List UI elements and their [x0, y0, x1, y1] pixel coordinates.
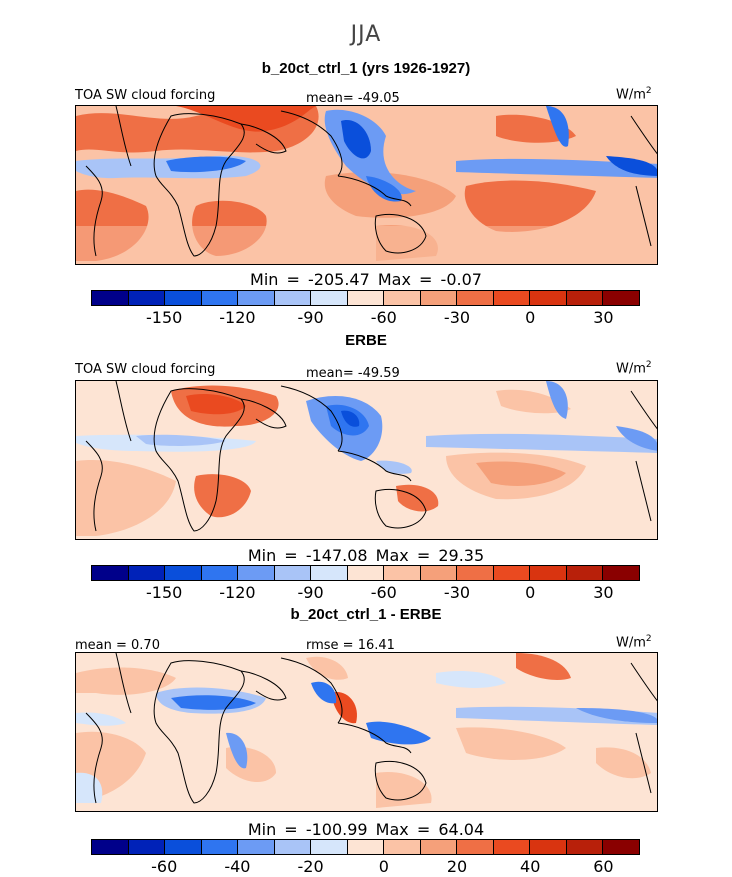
colorbar-swatch: [311, 566, 348, 580]
colorbar-tick-label: -90: [297, 308, 324, 327]
colorbar-swatch: [165, 840, 202, 854]
panel-3-colorbar: [91, 839, 640, 855]
colorbar-swatch: [311, 840, 348, 854]
panel-3-rmse: rmse = 16.41: [306, 638, 395, 653]
colorbar-swatch: [420, 291, 458, 305]
colorbar-swatch: [530, 291, 567, 305]
panel-2-mean: mean= -49.59: [306, 366, 400, 381]
colorbar-swatch: [165, 566, 202, 580]
colorbar-swatch: [238, 840, 275, 854]
panel-1-mean: mean= -49.05: [306, 91, 400, 106]
colorbar-tick-label: 30: [593, 583, 614, 602]
panel-2-variable: TOA SW cloud forcing: [75, 362, 216, 377]
colorbar-swatch: [347, 840, 385, 854]
colorbar-tick-label: -30: [443, 308, 471, 327]
colorbar-tick-label: 60: [593, 857, 614, 876]
colorbar-swatch: [201, 840, 239, 854]
colorbar-swatch: [530, 566, 567, 580]
colorbar-swatch: [274, 566, 312, 580]
colorbar-swatch: [347, 566, 385, 580]
colorbar-tick-label: -150: [146, 308, 183, 327]
colorbar-swatch: [493, 840, 531, 854]
colorbar-tick-label: -120: [219, 583, 256, 602]
colorbar-swatch: [92, 291, 129, 305]
colorbar-tick-label: 0: [378, 857, 389, 876]
colorbar-swatch: [493, 291, 531, 305]
colorbar-swatch: [603, 566, 639, 580]
panel-1-title: b_20ct_ctrl_1 (yrs 1926-1927): [261, 60, 471, 77]
colorbar-swatch: [420, 566, 458, 580]
colorbar-swatch: [201, 566, 239, 580]
colorbar-tick-label: 30: [593, 308, 614, 327]
colorbar-swatch: [274, 291, 312, 305]
colorbar-swatch: [311, 291, 348, 305]
panel-3-colorbar-ticks: -60 -40 -20 0 20 40 60: [91, 857, 640, 876]
panel-2-max-value: 29.35: [438, 546, 485, 565]
colorbar-tick-label: -150: [146, 583, 183, 602]
colorbar-swatch: [128, 291, 166, 305]
colorbar-tick-label: -60: [370, 308, 397, 327]
colorbar-swatch: [530, 840, 567, 854]
colorbar-tick-label: -90: [297, 583, 324, 602]
panel-3-max-value: 64.04: [438, 820, 485, 839]
colorbar-swatch: [274, 840, 312, 854]
colorbar-swatch: [603, 840, 639, 854]
colorbar-swatch: [347, 291, 385, 305]
panel-1-min-value: -205.47: [308, 270, 370, 289]
colorbar-tick-label: 0: [525, 308, 536, 327]
colorbar-swatch: [566, 566, 604, 580]
panel-1-unit: W/m2: [616, 86, 652, 103]
colorbar-tick-label: -20: [297, 857, 324, 876]
colorbar-tick-label: -120: [219, 308, 256, 327]
panel-1-variable: TOA SW cloud forcing: [75, 88, 216, 103]
panel-2-stats: Min = -147.08 Max = 29.35: [247, 546, 485, 565]
panel-3-mean: mean = 0.70: [75, 638, 160, 653]
colorbar-swatch: [238, 291, 275, 305]
panel-3-stats: Min = -100.99 Max = 64.04: [247, 820, 485, 839]
colorbar-swatch: [92, 566, 129, 580]
panel-2-min-value: -147.08: [305, 546, 368, 565]
panel-2-title: ERBE: [345, 332, 387, 349]
panel-3-title: b_20ct_ctrl_1 - ERBE: [290, 606, 442, 623]
colorbar-swatch: [457, 840, 494, 854]
colorbar-swatch: [493, 566, 531, 580]
panel-2-colorbar-ticks: -150 -120 -90 -60 -30 0 30: [91, 583, 640, 602]
panel-2-colorbar: [91, 565, 640, 581]
panel-1-max-value: -0.07: [440, 270, 482, 289]
colorbar-swatch: [92, 840, 129, 854]
colorbar-swatch: [165, 291, 202, 305]
colorbar-tick-label: -60: [370, 583, 397, 602]
colorbar-swatch: [603, 291, 639, 305]
colorbar-swatch: [420, 840, 458, 854]
colorbar-swatch: [566, 291, 604, 305]
panel-1-colorbar: [91, 290, 640, 306]
panel-3-unit: W/m2: [616, 634, 652, 651]
colorbar-tick-label: -40: [224, 857, 251, 876]
colorbar-tick-label: -30: [443, 583, 471, 602]
colorbar-swatch: [457, 566, 494, 580]
colorbar-swatch: [384, 291, 421, 305]
colorbar-swatch: [384, 840, 421, 854]
panel-2-map: [75, 380, 658, 540]
colorbar-swatch: [457, 291, 494, 305]
panel-2-unit: W/m2: [616, 360, 652, 377]
colorbar-tick-label: 0: [525, 583, 536, 602]
panel-1-stats: Min = -205.47 Max = -0.07: [250, 270, 482, 289]
colorbar-tick-label: 40: [520, 857, 541, 876]
colorbar-tick-label: 20: [446, 857, 468, 876]
panel-1-map: [75, 105, 658, 265]
panel-3-min-value: -100.99: [305, 820, 368, 839]
colorbar-swatch: [201, 291, 239, 305]
colorbar-swatch: [128, 566, 166, 580]
colorbar-swatch: [128, 840, 166, 854]
colorbar-swatch: [384, 566, 421, 580]
season-title: JJA: [350, 22, 382, 47]
colorbar-tick-label: -60: [151, 857, 178, 876]
colorbar-swatch: [238, 566, 275, 580]
colorbar-swatch: [566, 840, 604, 854]
panel-1-colorbar-ticks: -150 -120 -90 -60 -30 0 30: [91, 308, 640, 327]
panel-3-map: [75, 652, 658, 812]
